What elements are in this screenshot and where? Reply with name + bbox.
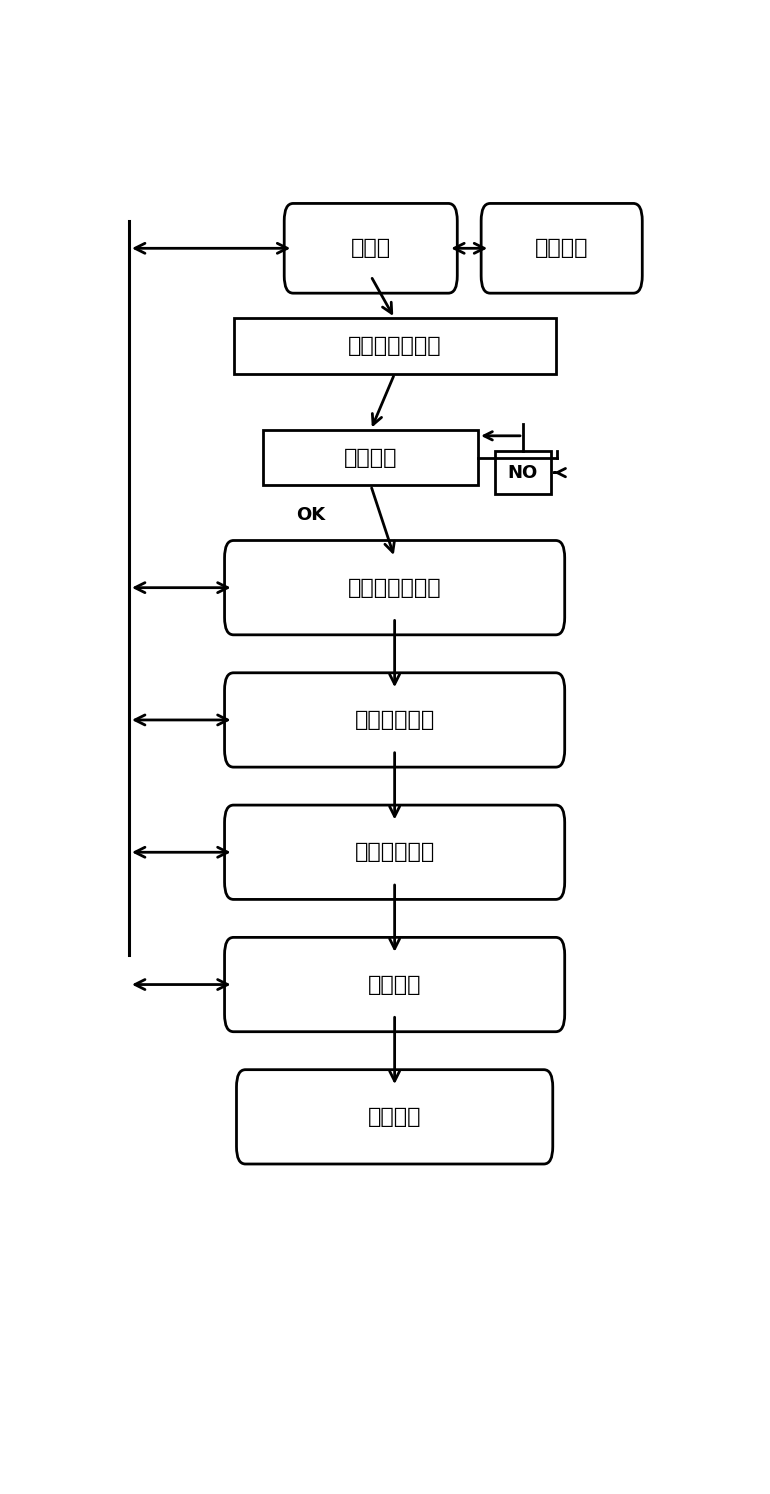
Text: 腔体保压: 腔体保压	[344, 448, 397, 468]
FancyBboxPatch shape	[481, 203, 642, 293]
FancyBboxPatch shape	[284, 203, 457, 293]
Text: OK: OK	[296, 506, 325, 524]
Text: 计算机参数设置: 计算机参数设置	[348, 336, 441, 356]
FancyBboxPatch shape	[225, 541, 564, 635]
Text: 纯水冲洗: 纯水冲洗	[368, 974, 421, 995]
FancyBboxPatch shape	[233, 318, 556, 374]
Text: 声光报警: 声光报警	[535, 239, 588, 258]
FancyBboxPatch shape	[225, 805, 564, 899]
Text: NO: NO	[507, 463, 538, 481]
FancyBboxPatch shape	[494, 451, 551, 495]
Text: 抛光结束: 抛光结束	[368, 1107, 421, 1126]
Text: 腔体注酸抛光: 腔体注酸抛光	[354, 710, 435, 731]
Text: 计算机: 计算机	[350, 239, 391, 258]
Text: 腔体管路排酸: 腔体管路排酸	[354, 843, 435, 862]
FancyBboxPatch shape	[225, 937, 564, 1032]
FancyBboxPatch shape	[225, 672, 564, 766]
Text: 酸液循环和控温: 酸液循环和控温	[348, 578, 441, 598]
FancyBboxPatch shape	[236, 1070, 553, 1164]
FancyBboxPatch shape	[263, 430, 478, 486]
